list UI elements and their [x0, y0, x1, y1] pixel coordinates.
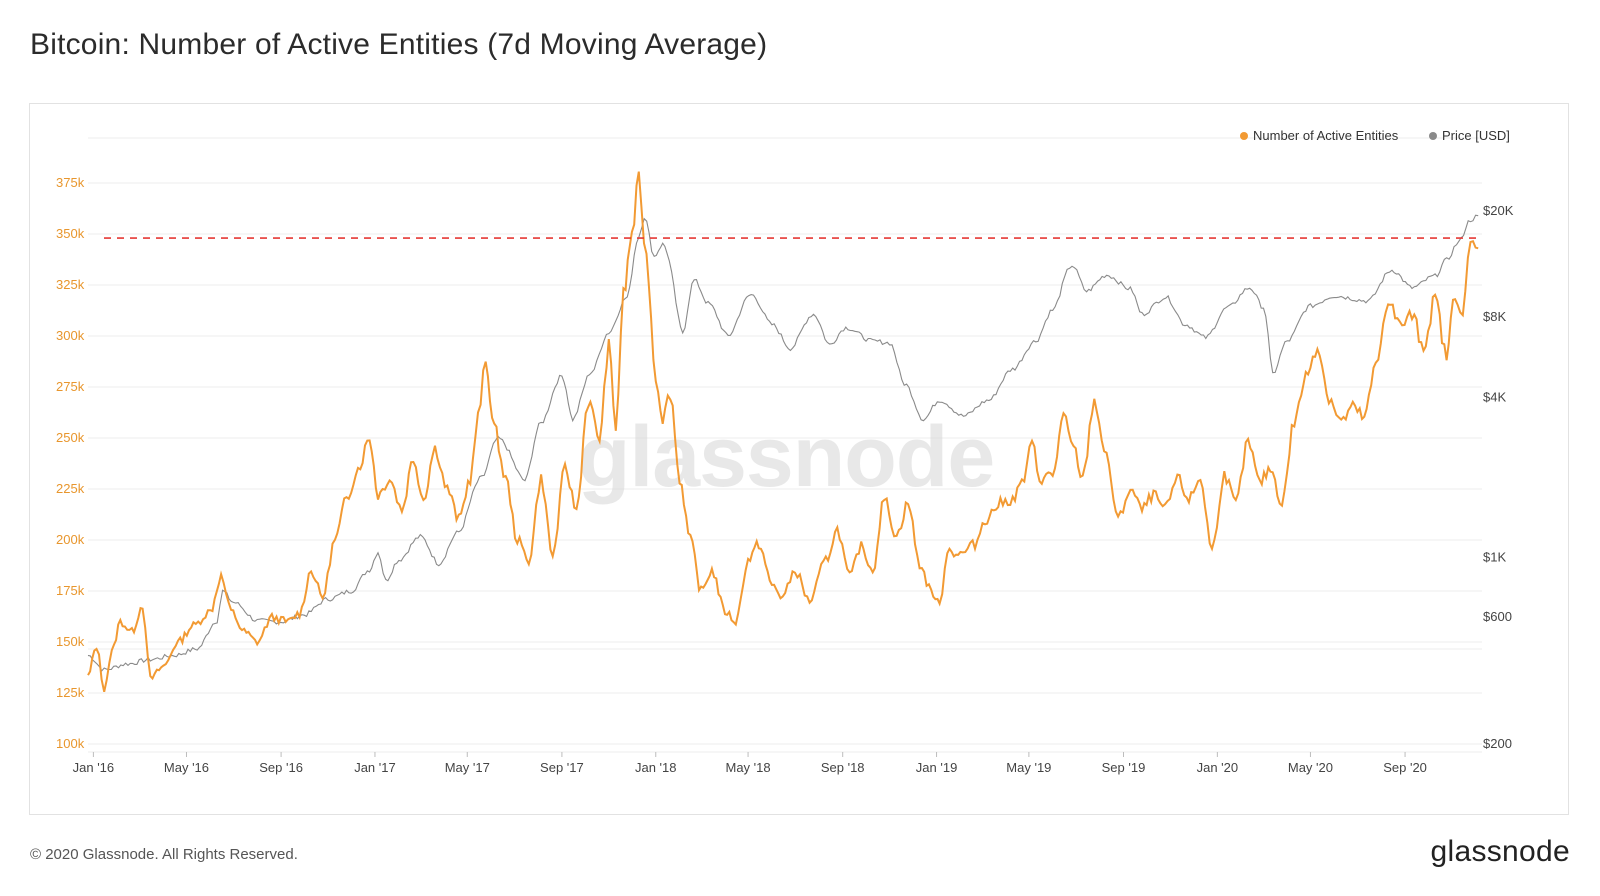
left-tick-label: 225k	[56, 481, 85, 496]
x-tick-label: May '17	[445, 760, 490, 775]
x-tick-label: Sep '16	[259, 760, 303, 775]
right-axis: $200 $600 $1K $4K $8K $20K	[1483, 203, 1514, 751]
x-tick-label: May '20	[1288, 760, 1333, 775]
watermark: glassnode	[578, 409, 994, 505]
x-tick-label: Jan '16	[73, 760, 115, 775]
right-tick-label: $8K	[1483, 309, 1506, 324]
left-tick-label: 150k	[56, 634, 85, 649]
legend-entities-label[interactable]: Number of Active Entities	[1253, 128, 1399, 143]
left-tick-label: 300k	[56, 328, 85, 343]
left-tick-label: 350k	[56, 226, 85, 241]
right-tick-label: $4K	[1483, 389, 1506, 404]
brand-logo[interactable]: glassnode	[1430, 835, 1570, 868]
left-tick-label: 125k	[56, 685, 85, 700]
x-tick-label: Jan '17	[354, 760, 396, 775]
left-tick-label: 200k	[56, 532, 85, 547]
price-line	[87, 214, 1479, 672]
legend-price-swatch[interactable]	[1429, 132, 1437, 140]
x-tick-label: Sep '20	[1383, 760, 1427, 775]
x-axis: Jan '16 May '16 Sep '16 Jan '17 May '17 Sep '…	[73, 752, 1427, 775]
right-tick-label: $200	[1483, 736, 1512, 751]
right-tick-label: $1K	[1483, 550, 1506, 565]
x-tick-label: Sep '18	[821, 760, 865, 775]
left-tick-label: 100k	[56, 736, 85, 751]
copyright-text: © 2020 Glassnode. All Rights Reserved.	[30, 846, 298, 863]
page-title: Bitcoin: Number of Active Entities (7d M…	[30, 28, 768, 61]
x-tick-label: May '16	[164, 760, 209, 775]
x-tick-label: Jan '19	[916, 760, 958, 775]
right-tick-label: $20K	[1483, 203, 1514, 218]
x-tick-label: Jan '20	[1197, 760, 1239, 775]
grid	[88, 137, 1482, 753]
right-tick-label: $600	[1483, 609, 1512, 624]
legend-entities-swatch[interactable]	[1240, 132, 1248, 140]
active-entities-line	[87, 171, 1479, 693]
left-tick-label: 325k	[56, 277, 85, 292]
legend-price-label[interactable]: Price [USD]	[1442, 128, 1510, 143]
chart-frame	[29, 103, 1569, 815]
left-tick-label: 275k	[56, 379, 85, 394]
left-axis: 100k 125k 150k 175k 200k 225k 250k 275k 300k 325k…	[56, 175, 85, 751]
left-tick-label: 250k	[56, 430, 85, 445]
x-tick-label: Jan '18	[635, 760, 677, 775]
left-tick-label: 375k	[56, 175, 85, 190]
x-tick-label: May '18	[726, 760, 771, 775]
legend[interactable]: Number of Active Entities Price [USD]	[1240, 128, 1510, 143]
x-tick-label: Sep '19	[1102, 760, 1146, 775]
series-layer	[87, 171, 1479, 693]
left-tick-label: 175k	[56, 583, 85, 598]
x-tick-label: May '19	[1006, 760, 1051, 775]
x-tick-label: Sep '17	[540, 760, 584, 775]
